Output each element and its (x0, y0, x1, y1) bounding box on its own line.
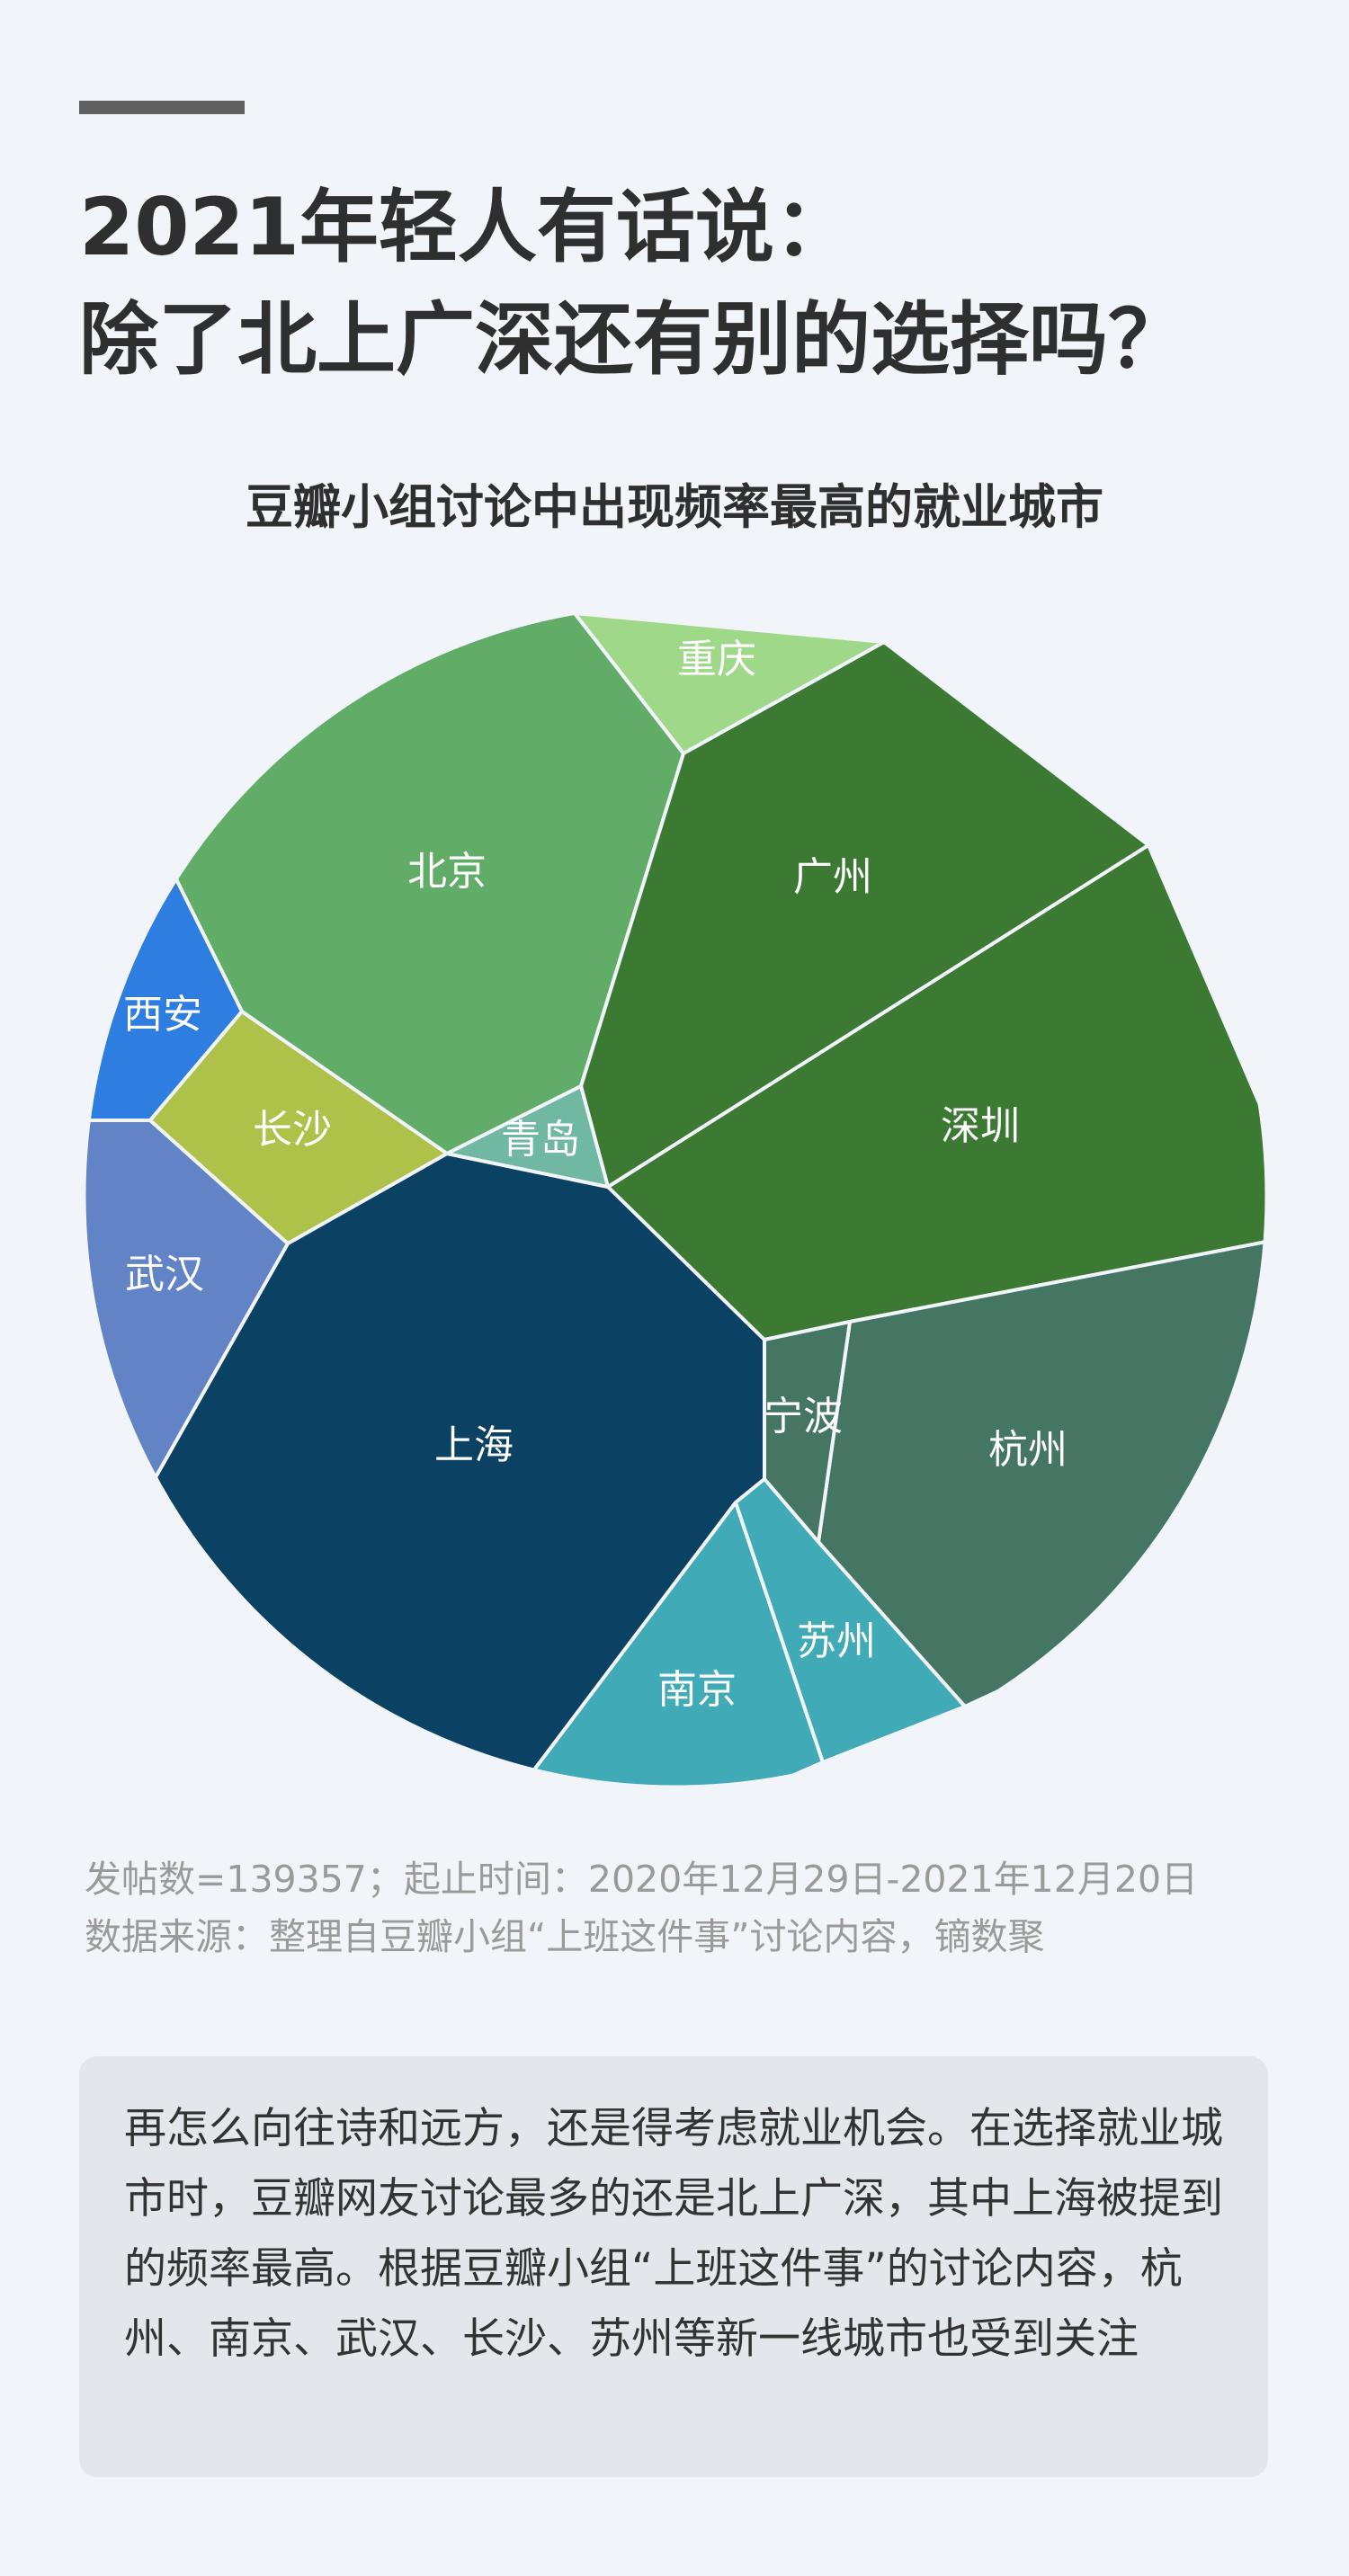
cell-label-长沙: 长沙 (253, 1107, 332, 1153)
chart-subtitle: 豆瓣小组讨论中出现频率最高的就业城市 (246, 480, 1103, 535)
cell-label-青岛: 青岛 (501, 1117, 580, 1163)
chart-outline (83, 603, 1268, 1788)
cell-青岛 (445, 1084, 610, 1189)
cell-label-深圳: 深圳 (941, 1103, 1020, 1149)
cell-重庆 (573, 611, 886, 755)
source-note: 数据来源：整理自豆瓣小组“上班这件事”讨论内容，镝数聚 (85, 1915, 1045, 1958)
title-line-1: 2021年轻人有话说： (79, 181, 853, 273)
summary-callout: 再怎么向往诗和远方，还是得考虑就业机会。在选择就业城市时，豆瓣网友讨论最多的还是… (79, 2056, 1268, 2477)
cell-label-重庆: 重庆 (677, 637, 756, 682)
cell-label-南京: 南京 (657, 1667, 737, 1713)
cell-label-上海: 上海 (434, 1422, 514, 1468)
page-title: 2021年轻人有话说： 除了北上广深还有别的选择吗？ (79, 171, 1302, 396)
cell-label-杭州: 杭州 (988, 1427, 1068, 1473)
cell-label-苏州: 苏州 (797, 1618, 876, 1664)
top-decorative-rule (79, 101, 245, 114)
cell-label-北京: 北京 (407, 849, 487, 895)
cell-长沙 (148, 1010, 449, 1245)
cell-苏州 (734, 1477, 967, 1764)
cell-label-西安: 西安 (123, 992, 202, 1038)
post-count-note: 发帖数=139357；起止时间：2020年12月29日-2021年12月20日 (85, 1858, 1199, 1901)
cell-label-广州: 广州 (793, 854, 872, 900)
cell-label-武汉: 武汉 (125, 1252, 204, 1297)
title-line-2: 除了北上广深还有别的选择吗？ (79, 293, 1188, 386)
cell-label-宁波: 宁波 (764, 1394, 843, 1440)
